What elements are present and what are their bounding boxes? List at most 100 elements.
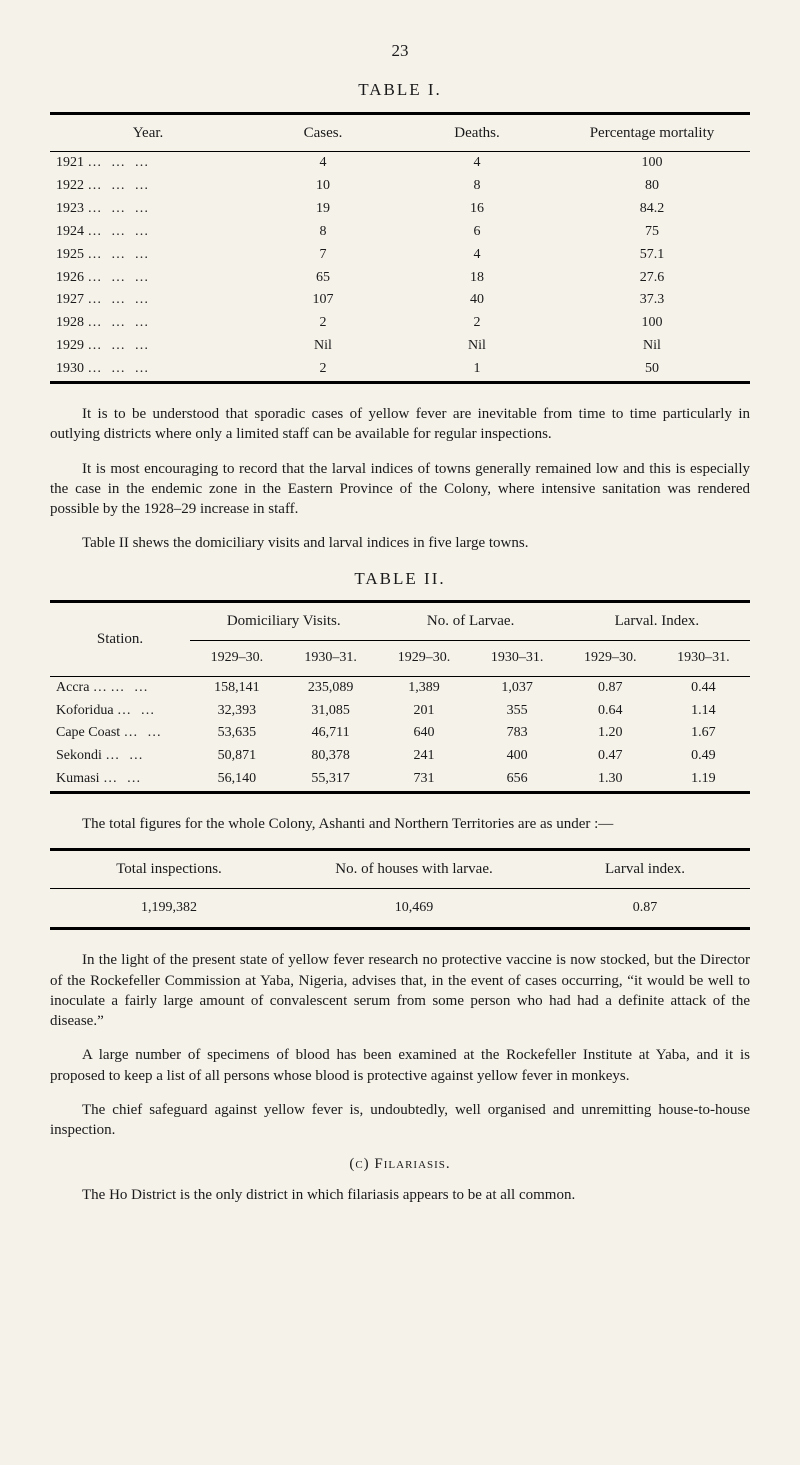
table3-cell-a: 1,199,382 xyxy=(50,888,288,929)
table2-cell: 0.44 xyxy=(657,676,750,699)
table2: Station. Domiciliary Visits. No. of Larv… xyxy=(50,600,750,794)
table1-cell-cases: 8 xyxy=(246,221,400,244)
table-row: Sekondi … …50,87180,3782414000.470.49 xyxy=(50,745,750,768)
table1-cell-deaths: 18 xyxy=(400,267,554,290)
table-row: 1924 … … …8675 xyxy=(50,221,750,244)
table1-cell-cases: 4 xyxy=(246,152,400,175)
table2-cell: 1,389 xyxy=(378,676,471,699)
table2-cell: 1,037 xyxy=(471,676,564,699)
table3-cell-c: 0.87 xyxy=(540,888,750,929)
table1-cell-deaths: 1 xyxy=(400,358,554,382)
table2-sub-a2: 1930–31. xyxy=(284,640,378,676)
table2-header-station: Station. xyxy=(50,602,190,676)
table2-cell: 31,085 xyxy=(284,700,378,723)
table2-cell: 56,140 xyxy=(190,768,284,792)
table2-cell: 46,711 xyxy=(284,722,378,745)
table2-cell-station: Sekondi … … xyxy=(50,745,190,768)
table1-cell-year: 1928 … … … xyxy=(50,312,246,335)
table1-header-year: Year. xyxy=(50,113,246,151)
table2-cell: 80,378 xyxy=(284,745,378,768)
table2-cell: 1.19 xyxy=(657,768,750,792)
table2-cell: 731 xyxy=(378,768,471,792)
table1-cell-deaths: Nil xyxy=(400,335,554,358)
table2-cell: 0.47 xyxy=(564,745,657,768)
table1-cell-pct: Nil xyxy=(554,335,750,358)
table2-cell-station: Accra … … … xyxy=(50,676,190,699)
table2-cell: 201 xyxy=(378,700,471,723)
table2-cell: 656 xyxy=(471,768,564,792)
table1-cell-pct: 27.6 xyxy=(554,267,750,290)
table2-cell-station: Koforidua … … xyxy=(50,700,190,723)
table-row: 1928 … … …22100 xyxy=(50,312,750,335)
table1-cell-pct: 100 xyxy=(554,312,750,335)
table1-cell-cases: 2 xyxy=(246,358,400,382)
table1-cell-pct: 100 xyxy=(554,152,750,175)
table2-cell: 1.30 xyxy=(564,768,657,792)
table1-cell-cases: 10 xyxy=(246,175,400,198)
table2-sub-a1: 1929–30. xyxy=(190,640,284,676)
table2-sub-b2: 1930–31. xyxy=(471,640,564,676)
table1-header-pct: Percentage mortality xyxy=(554,113,750,151)
table2-header-index: Larval. Index. xyxy=(564,602,750,640)
table2-cell: 0.87 xyxy=(564,676,657,699)
table1-cell-deaths: 16 xyxy=(400,198,554,221)
table1-title: TABLE I. xyxy=(50,79,750,102)
table1-cell-deaths: 4 xyxy=(400,152,554,175)
table2-cell: 0.49 xyxy=(657,745,750,768)
table1-cell-year: 1925 … … … xyxy=(50,244,246,267)
table-row: Kumasi … …56,14055,3177316561.301.19 xyxy=(50,768,750,792)
table2-cell: 235,089 xyxy=(284,676,378,699)
table1-cell-deaths: 2 xyxy=(400,312,554,335)
table-row: 1930 … … …2150 xyxy=(50,358,750,382)
table2-cell: 355 xyxy=(471,700,564,723)
table1-cell-year: 1922 … … … xyxy=(50,175,246,198)
table2-cell: 241 xyxy=(378,745,471,768)
table2-cell: 0.64 xyxy=(564,700,657,723)
table1-cell-deaths: 4 xyxy=(400,244,554,267)
paragraph: The total figures for the whole Colony, … xyxy=(50,814,750,834)
table2-cell: 32,393 xyxy=(190,700,284,723)
table1-cell-pct: 84.2 xyxy=(554,198,750,221)
table1-cell-cases: 7 xyxy=(246,244,400,267)
table1-cell-year: 1927 … … … xyxy=(50,289,246,312)
table2-cell-station: Cape Coast … … xyxy=(50,722,190,745)
table2-cell: 53,635 xyxy=(190,722,284,745)
table2-cell: 50,871 xyxy=(190,745,284,768)
table2-cell: 400 xyxy=(471,745,564,768)
table-row: Accra … … …158,141235,0891,3891,0370.870… xyxy=(50,676,750,699)
paragraph: Table II shews the domiciliary visits an… xyxy=(50,533,750,553)
table1-cell-cases: 19 xyxy=(246,198,400,221)
table-row: 1929 … … …NilNilNil xyxy=(50,335,750,358)
table1-cell-cases: 65 xyxy=(246,267,400,290)
table1-cell-year: 1930 … … … xyxy=(50,358,246,382)
paragraph: In the light of the present state of yel… xyxy=(50,950,750,1031)
table1: Year. Cases. Deaths. Percentage mortalit… xyxy=(50,112,750,384)
table2-cell: 783 xyxy=(471,722,564,745)
table1-cell-year: 1924 … … … xyxy=(50,221,246,244)
page-number: 23 xyxy=(50,40,750,63)
paragraph: It is most encouraging to record that th… xyxy=(50,459,750,520)
table2-cell: 1.67 xyxy=(657,722,750,745)
table2-cell: 158,141 xyxy=(190,676,284,699)
table1-cell-cases: 2 xyxy=(246,312,400,335)
table1-cell-deaths: 6 xyxy=(400,221,554,244)
table2-header-larvae: No. of Larvae. xyxy=(378,602,564,640)
table-row: Cape Coast … …53,63546,7116407831.201.67 xyxy=(50,722,750,745)
table2-title: TABLE II. xyxy=(50,568,750,591)
table2-cell: 1.14 xyxy=(657,700,750,723)
table2-header-visits: Domiciliary Visits. xyxy=(190,602,378,640)
table-row: 1922 … … …10880 xyxy=(50,175,750,198)
table-row: 1921 … … …44100 xyxy=(50,152,750,175)
table1-cell-pct: 80 xyxy=(554,175,750,198)
table3-cell-b: 10,469 xyxy=(288,888,540,929)
table3-header-b: No. of houses with larvae. xyxy=(288,850,540,888)
table1-cell-cases: 107 xyxy=(246,289,400,312)
table-row: 1925 … … …7457.1 xyxy=(50,244,750,267)
table2-sub-c1: 1929–30. xyxy=(564,640,657,676)
table1-header-deaths: Deaths. xyxy=(400,113,554,151)
paragraph: It is to be understood that sporadic cas… xyxy=(50,404,750,445)
table3-header-a: Total inspections. xyxy=(50,850,288,888)
table1-cell-year: 1929 … … … xyxy=(50,335,246,358)
table2-cell: 55,317 xyxy=(284,768,378,792)
table1-cell-deaths: 8 xyxy=(400,175,554,198)
